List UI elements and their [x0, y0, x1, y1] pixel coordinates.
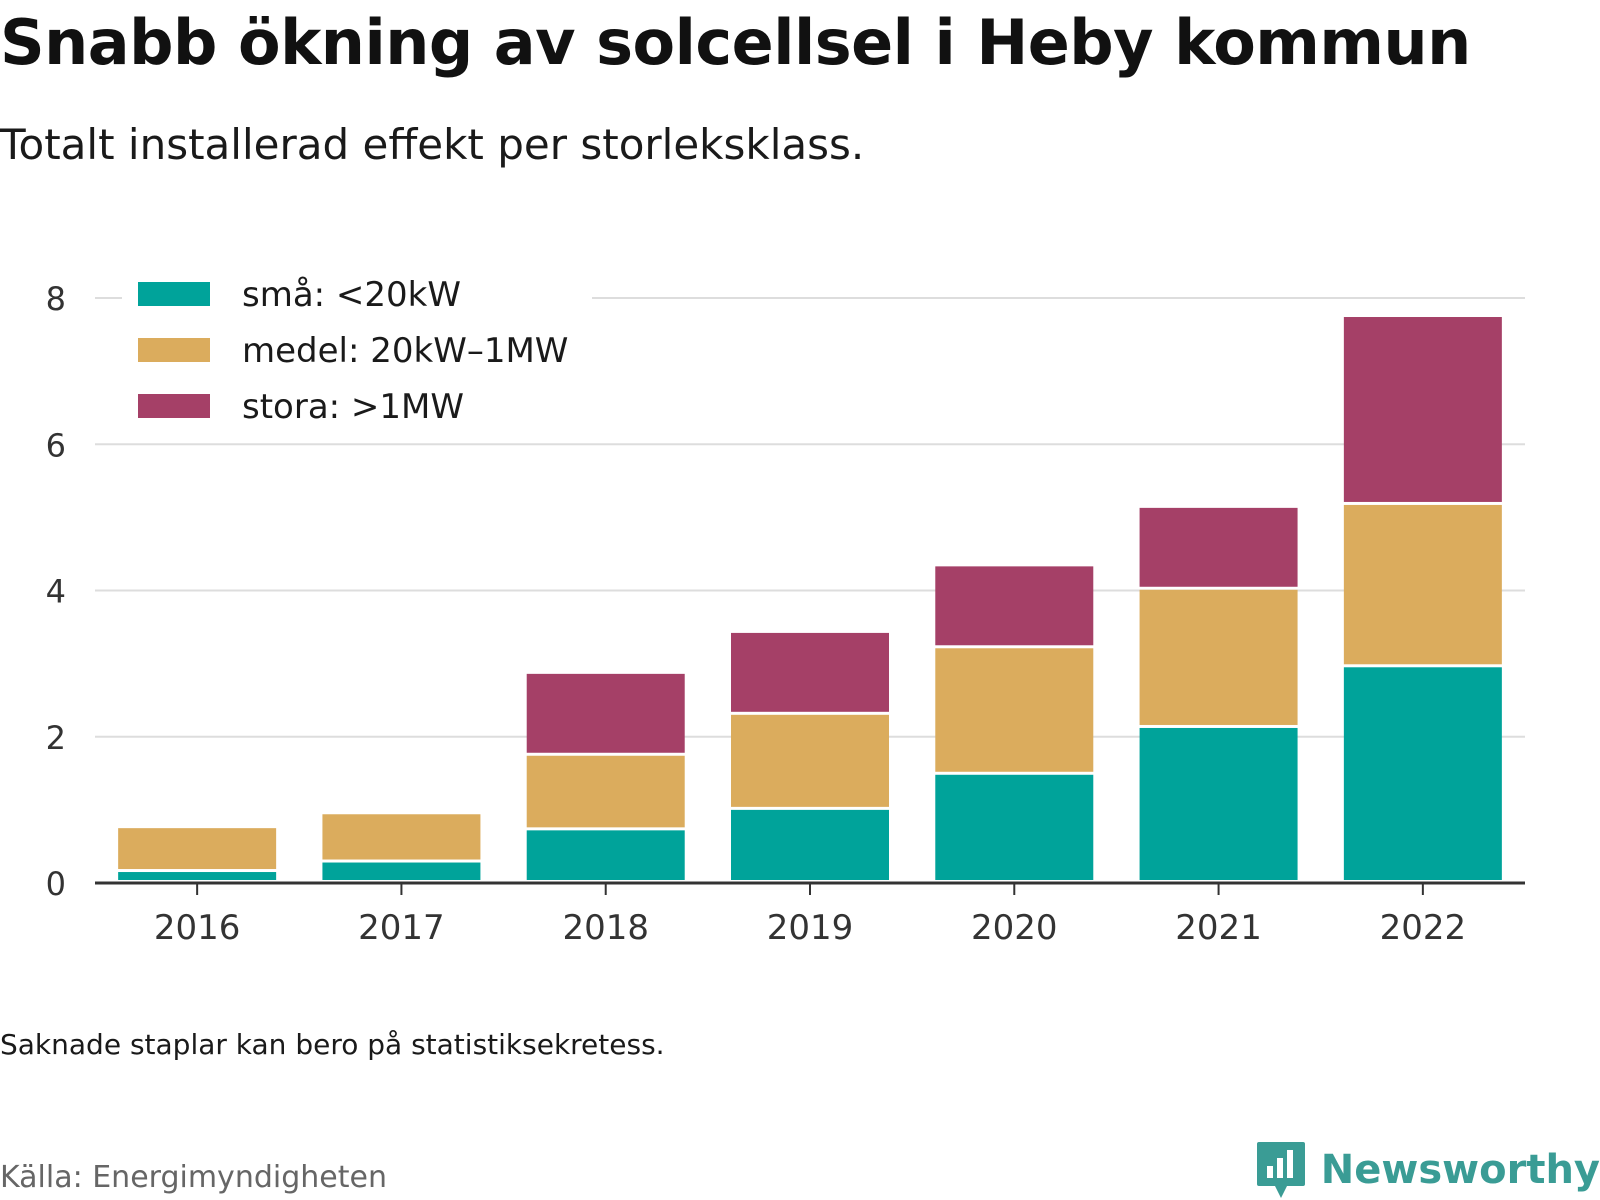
bar-segment: [935, 566, 1094, 646]
legend-label: medel: 20kW–1MW: [242, 331, 568, 371]
brand-logo: Newsworthy: [1255, 1140, 1600, 1200]
axes: 0 2 4 6 8 2016 2017 2018 2019 2020 2021 2022: [46, 280, 1525, 948]
bar-segment: [526, 755, 685, 828]
x-tick-label: 2018: [562, 908, 649, 948]
bar-segment: [1139, 589, 1298, 725]
x-tick-label: 2022: [1380, 908, 1467, 948]
bar-segment: [322, 862, 481, 880]
bar-segment: [731, 632, 889, 712]
legend-swatch: [138, 338, 210, 362]
source-credit: Källa: Energimyndigheten: [0, 1160, 387, 1195]
x-tick-label: 2017: [358, 908, 445, 948]
y-tick-label: 6: [46, 426, 66, 464]
newsworthy-logo-icon: [1256, 1142, 1305, 1198]
legend-swatch: [138, 282, 210, 306]
bar-segment: [1343, 317, 1502, 502]
x-tick-label: 2019: [767, 908, 854, 948]
bar-segment: [935, 648, 1094, 772]
x-tick-label: 2016: [154, 908, 241, 948]
bar-segment: [1139, 507, 1298, 587]
x-tick-label: 2021: [1175, 908, 1262, 948]
stacked-bar-chart: 0 2 4 6 8 2016 2017 2018 2019 2020 2021 2022 små: <…: [46, 272, 1525, 948]
bar-segment: [1343, 667, 1502, 880]
legend: små: <20kW medel: 20kW–1MW stora: >1MW: [122, 272, 592, 442]
legend-label: stora: >1MW: [242, 387, 464, 427]
bars: [118, 317, 1502, 880]
bar-segment: [322, 814, 481, 860]
chart-title: Snabb ökning av solcellsel i Heby kommun: [0, 6, 1471, 79]
bar-segment: [118, 828, 277, 870]
bar-segment: [118, 872, 277, 880]
bar-segment: [1343, 504, 1502, 665]
y-tick-label: 0: [46, 865, 66, 903]
x-tick-label: 2020: [971, 908, 1058, 948]
bar-segment: [935, 774, 1094, 880]
bar-segment: [731, 714, 889, 807]
y-tick-label: 2: [46, 719, 66, 757]
bar-segment: [526, 673, 685, 753]
bar-segment: [1139, 727, 1298, 880]
footnote: Saknade staplar kan bero på statistiksek…: [0, 1028, 665, 1061]
brand-name: Newsworthy: [1320, 1147, 1600, 1193]
legend-label: små: <20kW: [242, 275, 461, 315]
legend-swatch: [138, 394, 210, 418]
bar-segment: [526, 830, 685, 880]
y-tick-label: 4: [46, 573, 66, 611]
chart-subtitle: Totalt installerad effekt per storlekskl…: [0, 120, 865, 169]
y-tick-label: 8: [46, 280, 66, 318]
bar-segment: [731, 809, 889, 880]
